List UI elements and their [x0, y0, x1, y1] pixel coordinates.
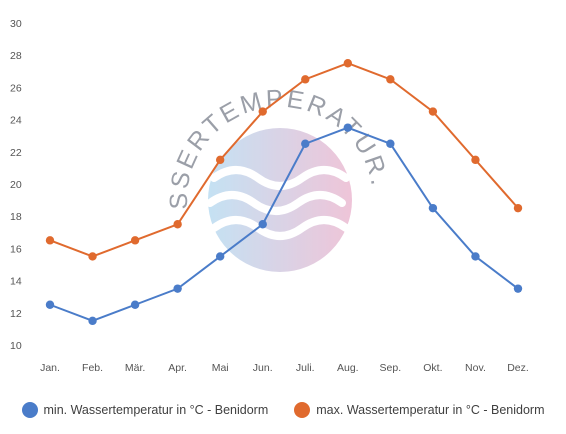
legend-item-min[interactable]: min. Wassertemperatur in °C - Benidorm — [21, 402, 269, 418]
data-point — [130, 300, 140, 309]
series-lines — [49, 62, 519, 322]
legend-marker-max — [294, 402, 311, 418]
y-tick-label: 28 — [10, 50, 22, 62]
data-point — [45, 236, 55, 245]
legend: min. Wassertemperatur in °C - Benidorm m… — [0, 396, 566, 424]
x-axis: Jan. Feb. Mär. Apr. Mai Jun. Juli. Aug. Sep. Okt.… — [40, 362, 529, 374]
y-tick-label: 30 — [10, 18, 22, 30]
x-tick-label: Nov. — [465, 362, 486, 374]
data-point — [301, 139, 310, 148]
data-point — [471, 252, 480, 261]
x-tick-label: Apr. — [168, 362, 187, 374]
y-tick-label: 24 — [10, 115, 22, 127]
legend-label-max: max. Wassertemperatur in °C - Benidorm — [316, 403, 545, 417]
x-tick-label: Okt. — [423, 362, 442, 374]
data-point — [130, 236, 140, 245]
x-tick-label: Jan. — [40, 362, 60, 374]
y-tick-label: 10 — [10, 340, 22, 352]
y-tick-label: 26 — [10, 82, 22, 94]
x-tick-label: Dez. — [507, 362, 529, 374]
x-tick-label: Mär. — [125, 362, 145, 374]
data-point — [88, 252, 97, 261]
data-point — [215, 155, 225, 165]
data-point — [258, 220, 267, 229]
y-tick-label: 14 — [10, 276, 22, 288]
series-line-1 — [49, 62, 519, 258]
data-point — [513, 284, 523, 293]
y-tick-label: 12 — [10, 308, 22, 320]
x-tick-label: Juli. — [296, 362, 315, 374]
x-tick-label: Jun. — [253, 362, 273, 374]
data-point — [471, 155, 480, 165]
data-point — [386, 139, 395, 148]
y-tick-label: 18 — [10, 211, 22, 223]
legend-label-min: min. Wassertemperatur in °C - Benidorm — [43, 403, 269, 417]
data-point — [301, 75, 310, 84]
data-point — [428, 203, 438, 213]
data-point — [428, 107, 438, 116]
data-point — [513, 203, 523, 213]
legend-marker-min — [21, 402, 38, 418]
watermark-logo: WASSERTEMPERATUR.ORG — [0, 0, 391, 272]
x-tick-label: Aug. — [337, 362, 359, 374]
data-point — [258, 107, 267, 116]
y-tick-label: 20 — [10, 179, 22, 191]
data-point — [173, 284, 182, 293]
x-tick-label: Feb. — [82, 362, 103, 374]
y-tick-label: 16 — [10, 243, 22, 255]
data-point — [88, 316, 97, 326]
y-axis: 10 12 14 16 18 20 22 24 26 28 30 — [10, 18, 22, 352]
series-line-0 — [49, 126, 519, 322]
data-point — [343, 123, 353, 132]
series-points — [45, 59, 523, 326]
data-point — [173, 220, 182, 229]
y-tick-label: 22 — [10, 147, 22, 159]
data-point — [215, 252, 225, 261]
data-point — [45, 300, 55, 309]
data-point — [386, 75, 395, 84]
data-point — [343, 59, 353, 68]
x-tick-label: Sep. — [380, 362, 402, 374]
legend-item-max[interactable]: max. Wassertemperatur in °C - Benidorm — [294, 402, 544, 418]
line-chart: WASSERTEMPERATUR.ORG 10 12 14 16 18 20 22 24 26 2… — [0, 0, 529, 374]
x-tick-label: Mai — [212, 362, 229, 374]
